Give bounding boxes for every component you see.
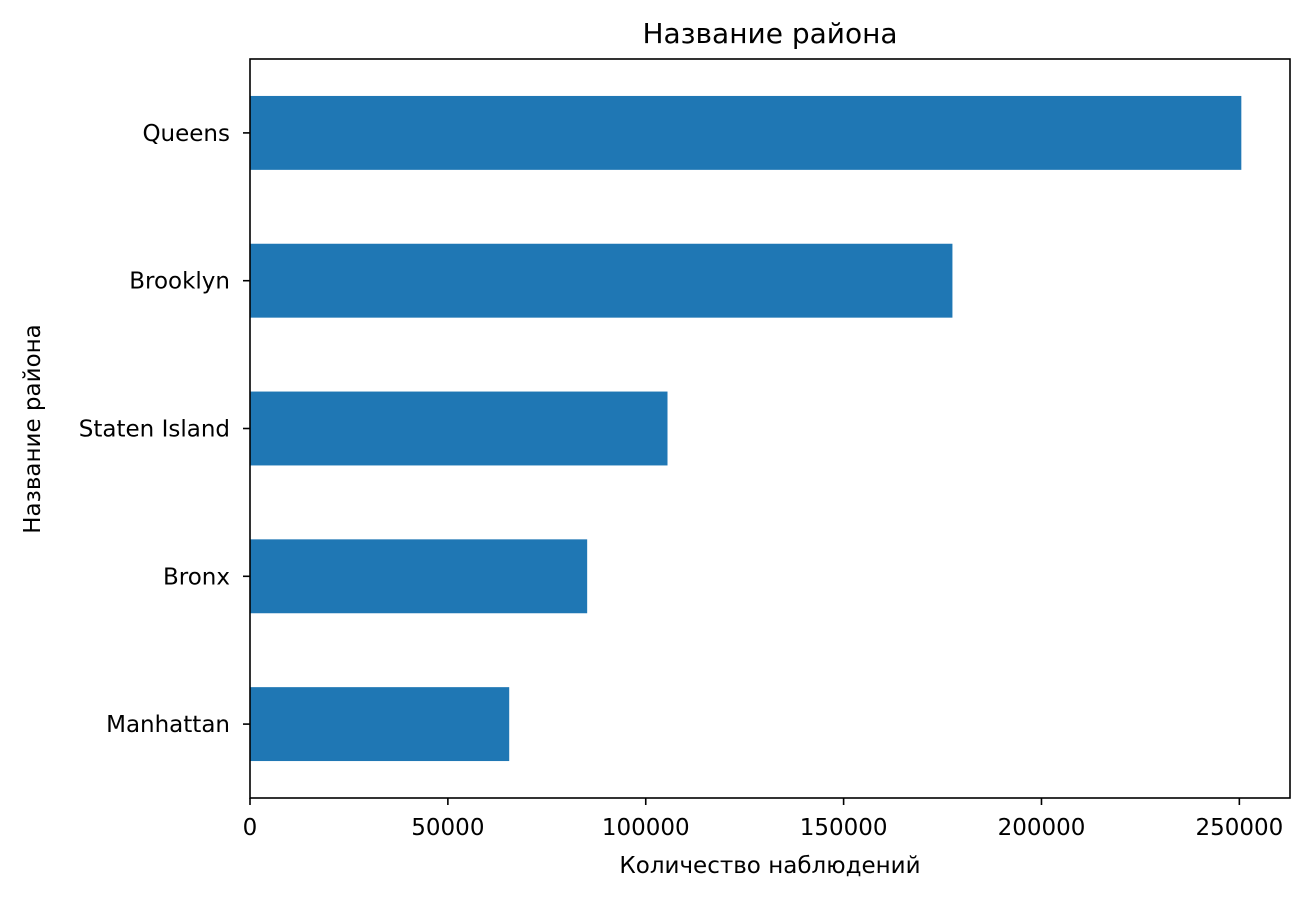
x-tick-label-100000: 100000 [602,815,690,841]
bar-staten-island [250,391,668,466]
y-tick-label-bronx: Bronx [163,564,230,590]
y-tick-label-brooklyn: Brooklyn [129,269,230,295]
bar-brooklyn [250,243,953,318]
y-tick-label-staten-island: Staten Island [79,417,230,443]
y-axis-title: Название района [20,324,46,534]
x-tick-label-250000: 250000 [1195,815,1283,841]
y-axis-ticks: Queens Brooklyn Staten Island Bronx Manhatta… [79,121,250,738]
x-tick-label-50000: 50000 [411,815,484,841]
y-tick-label-queens: Queens [142,121,230,147]
x-axis-title: Количество наблюдений [619,853,920,879]
bar-bronx [250,539,588,614]
y-tick-label-manhattan: Manhattan [106,712,230,738]
x-tick-label-0: 0 [243,815,258,841]
bars-group [250,95,1242,762]
x-axis-ticks: 0 50000 100000 150000 200000 250000 [243,798,1283,841]
chart-title: Название района [642,17,897,50]
x-tick-label-200000: 200000 [998,815,1086,841]
x-tick-label-150000: 150000 [800,815,888,841]
bar-manhattan [250,687,510,762]
bar-queens [250,95,1242,170]
